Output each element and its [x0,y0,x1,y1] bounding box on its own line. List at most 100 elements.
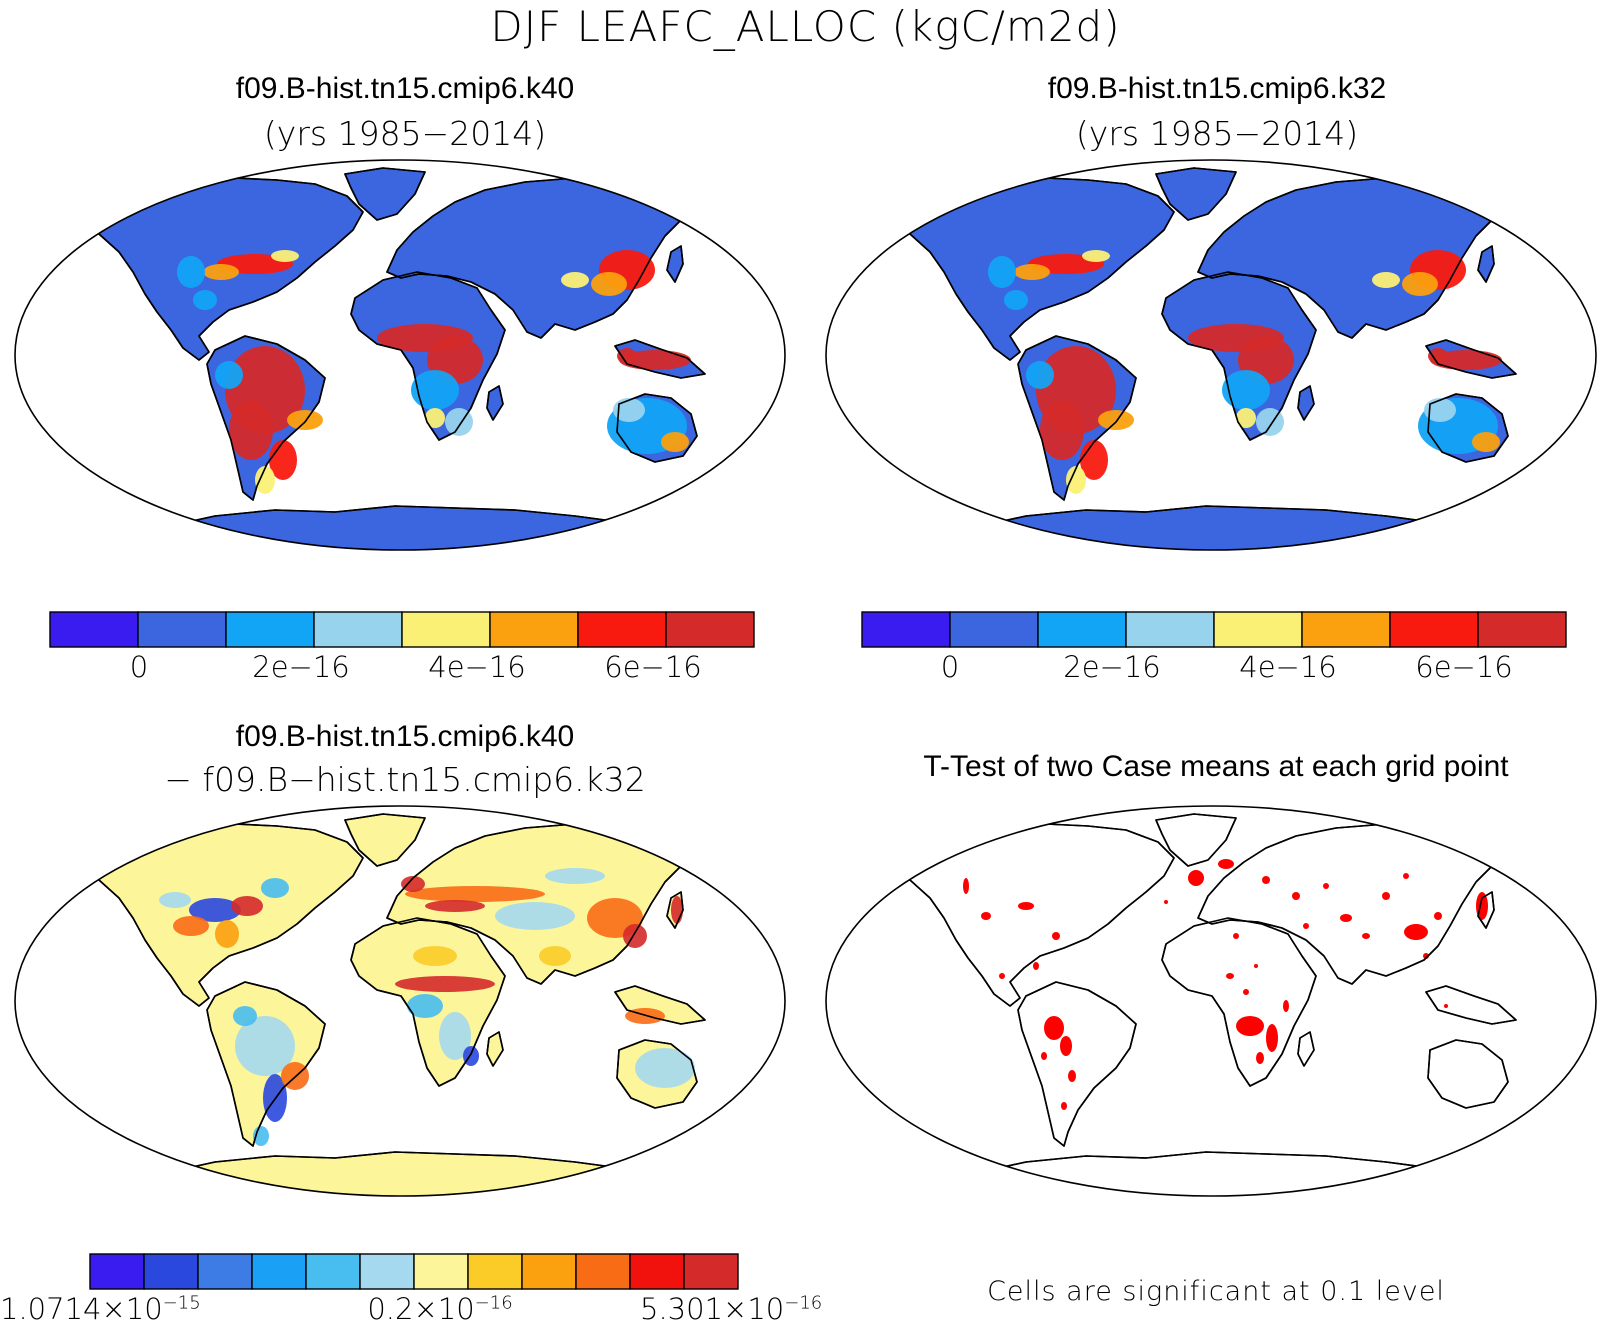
field-patch [617,348,637,364]
coastline-australia [616,393,698,463]
field-patch [1402,272,1438,296]
significant-cell [1243,989,1249,995]
coastline-southAmerica [1017,335,1137,501]
landmass-eurasia [386,823,692,985]
colorbar-label: 0 [129,650,149,684]
colorbar-box [305,1253,361,1290]
field-patch [287,410,323,430]
coastline-eurasia [1197,177,1503,339]
field-patch [1238,336,1294,384]
field-patch [561,272,589,288]
field-patch [193,290,217,310]
field-patch [591,272,627,296]
landmass-australia [1427,1039,1509,1109]
colorbar-box [1213,611,1303,648]
field-patch [1472,432,1500,452]
landmass-southAmerica [1017,981,1137,1147]
landmass-australia [616,393,698,463]
colorbar-label: 0 [940,650,960,684]
field-patch [661,432,689,452]
coastline-antarctica [961,505,1467,550]
coastline-northAmerica [74,177,364,361]
field-patch [599,250,655,290]
landmass-northAmerica [885,177,1175,361]
coastline-madagascar [486,385,504,421]
field-patch [231,896,263,916]
field-patch [463,1046,479,1066]
landmass-southAmerica [206,335,326,501]
colorbar-label: 1.0714×10−15 [0,1292,201,1326]
coastline-seAsia [1425,339,1517,379]
landmass-eurasia [1197,177,1503,339]
significant-cell [1262,876,1270,884]
significant-cell [1060,1036,1072,1056]
coastline-northAmerica [74,823,364,1007]
colorbar-box [413,1253,469,1290]
significant-cell [1218,859,1234,869]
coastline-eurasia [386,177,692,339]
landmass-madagascar [1297,385,1315,421]
significant-cell [1476,892,1488,920]
coastline-seAsia [614,339,706,379]
colorbar-box [251,1253,307,1290]
panel-k40-subtitle: (yrs 1985−2014) [263,114,547,153]
figure-title: DJF LEAFC_ALLOC (kgC/m2d) [490,2,1121,51]
significant-cell [1382,892,1390,900]
field-patch [1028,254,1104,274]
map-frame [825,805,1597,1197]
field-patch [215,361,243,389]
landmass-northAmerica [74,823,364,1007]
coastline-greenland [1155,167,1237,221]
colorbar-box [401,611,491,648]
landmass-antarctica [150,505,656,550]
field-patch [271,250,299,262]
colorbar-box [861,611,951,648]
field-patch [1082,250,1110,262]
significant-cell [1303,923,1309,929]
field-patch [1004,290,1028,310]
field-patch [395,976,495,992]
coastline-southAmerica [1017,981,1137,1147]
colorbar-label: 2e−16 [252,650,350,684]
field-patch [425,408,445,428]
landmass-northAmerica [885,823,1175,1007]
field-patch [1098,410,1134,430]
coastline-madagascar [1297,385,1315,421]
field-patch [203,264,239,280]
colorbar-label: 4e−16 [428,650,526,684]
coastline-northAmerica [885,177,1175,361]
field-patch [1080,440,1108,480]
map-frame [825,159,1597,551]
coastline-antarctica [150,1151,656,1196]
colorbar-box [1389,611,1479,648]
map-frame [14,805,786,1197]
landmass-japan [666,245,684,283]
significant-cell [981,912,991,920]
landmass-antarctica [961,1151,1467,1196]
colorbar-box [521,1253,577,1290]
significant-cell [999,973,1005,979]
field-patch [545,868,605,884]
colorbar-box [683,1253,739,1290]
field-patch [635,1048,695,1088]
colorbar-box [1125,611,1215,648]
landmass-antarctica [961,505,1467,550]
field-patch [253,1126,269,1146]
field-patch [427,336,483,384]
significance-note: Cells are significant at 0.1 level [987,1276,1445,1307]
significant-cell [1052,932,1060,940]
colorbar-box [577,611,667,648]
map-frame [14,159,786,551]
colorbar-box [1477,611,1567,648]
field-patch [425,900,485,912]
significant-cell [1044,1016,1064,1040]
landmass-greenland [344,813,426,867]
colorbar-box [629,1253,685,1290]
field-patch [607,398,687,454]
landmass-seAsia [1425,339,1517,379]
coastline-antarctica [961,1151,1467,1196]
significant-cell [1292,892,1300,900]
field-patch [261,878,289,898]
landmass-seAsia [1425,985,1517,1025]
panel-diff-title: f09.B-hist.tn15.cmip6.k40 [235,720,575,753]
